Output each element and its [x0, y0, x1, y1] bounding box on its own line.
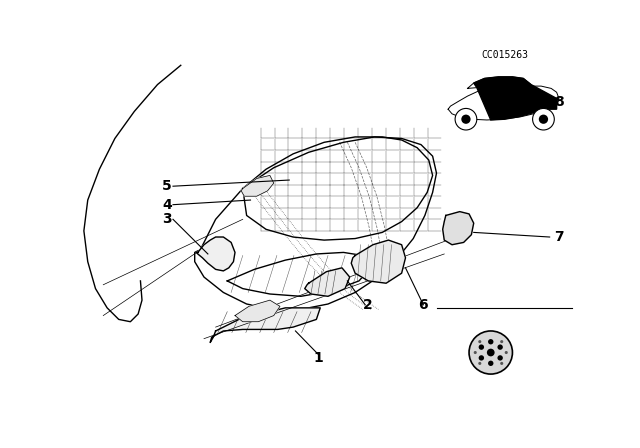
Circle shape [500, 362, 503, 365]
Circle shape [469, 331, 513, 374]
Polygon shape [448, 86, 559, 120]
Circle shape [497, 345, 503, 350]
Circle shape [500, 340, 503, 343]
Text: 1: 1 [313, 351, 323, 365]
Text: 5: 5 [162, 179, 172, 193]
Circle shape [478, 340, 481, 343]
Text: 6: 6 [419, 298, 428, 312]
Circle shape [478, 362, 481, 365]
Polygon shape [196, 237, 235, 271]
Circle shape [455, 108, 477, 130]
Polygon shape [305, 268, 349, 296]
Polygon shape [235, 300, 280, 322]
Text: 4: 4 [162, 198, 172, 212]
Polygon shape [241, 176, 274, 196]
Polygon shape [227, 252, 371, 296]
Circle shape [505, 351, 508, 354]
Text: 2: 2 [363, 298, 372, 312]
Circle shape [479, 345, 484, 350]
Polygon shape [443, 211, 474, 245]
Circle shape [479, 355, 484, 361]
Circle shape [532, 108, 554, 130]
Polygon shape [474, 77, 557, 120]
Circle shape [487, 349, 495, 356]
Circle shape [488, 339, 493, 345]
Text: 3: 3 [162, 212, 172, 226]
Polygon shape [351, 240, 406, 283]
Text: 8: 8 [554, 95, 564, 108]
Circle shape [539, 115, 548, 124]
Circle shape [488, 361, 493, 366]
Circle shape [474, 351, 477, 354]
Text: 7: 7 [554, 230, 564, 244]
Circle shape [461, 115, 470, 124]
Polygon shape [467, 77, 531, 88]
Text: CC015263: CC015263 [481, 50, 528, 60]
Circle shape [497, 355, 503, 361]
Polygon shape [210, 308, 320, 343]
